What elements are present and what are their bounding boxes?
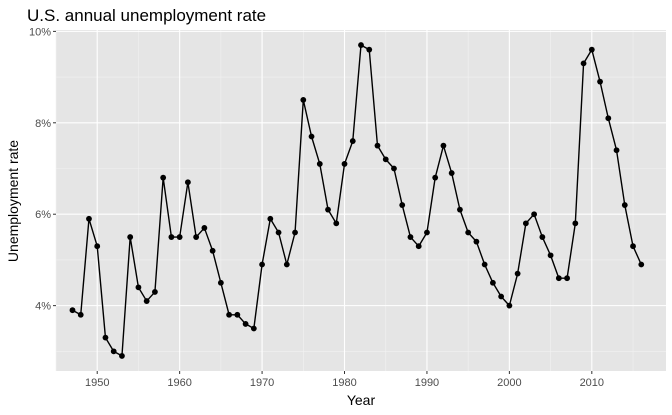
data-point bbox=[366, 46, 373, 53]
data-point bbox=[432, 174, 439, 181]
data-point bbox=[564, 275, 570, 282]
data-point bbox=[110, 348, 117, 355]
data-point bbox=[547, 252, 554, 259]
data-points bbox=[69, 42, 645, 359]
x-axis-title: Year bbox=[347, 392, 376, 408]
data-point bbox=[448, 170, 455, 176]
data-point bbox=[316, 161, 323, 167]
data-point bbox=[489, 279, 496, 286]
data-point bbox=[184, 179, 191, 186]
chart-title: U.S. annual unemployment rate bbox=[27, 6, 266, 25]
data-point bbox=[506, 302, 513, 309]
data-point bbox=[539, 234, 546, 240]
data-point bbox=[374, 142, 381, 149]
data-point bbox=[119, 353, 125, 359]
series-layer bbox=[72, 44, 642, 357]
data-point bbox=[283, 261, 290, 268]
data-point bbox=[613, 147, 620, 154]
data-point bbox=[217, 279, 224, 286]
data-point bbox=[621, 202, 628, 208]
y-axis-ticks: 4% 6% 8% 10% bbox=[29, 26, 56, 313]
data-point bbox=[407, 234, 414, 240]
data-point bbox=[465, 229, 472, 236]
data-point bbox=[572, 220, 579, 227]
x-tick-label: 1960 bbox=[167, 377, 191, 389]
data-point bbox=[358, 42, 364, 48]
data-point bbox=[531, 211, 538, 218]
data-point bbox=[481, 261, 488, 268]
y-tick-label: 10% bbox=[29, 26, 51, 38]
data-point bbox=[399, 202, 406, 208]
data-point bbox=[234, 311, 241, 318]
x-tick-label: 1990 bbox=[415, 377, 439, 389]
x-axis-ticks: 1950 1960 1970 1980 1990 2000 2010 bbox=[85, 371, 604, 389]
x-tick-label: 1970 bbox=[250, 377, 274, 389]
data-point bbox=[300, 97, 307, 103]
data-point bbox=[86, 215, 92, 222]
data-point bbox=[292, 229, 298, 236]
data-point bbox=[473, 238, 480, 245]
data-point bbox=[382, 156, 389, 163]
data-point bbox=[77, 311, 84, 318]
major-gridlines bbox=[56, 30, 666, 371]
data-point bbox=[250, 325, 257, 332]
data-point bbox=[69, 307, 76, 314]
data-point bbox=[102, 334, 109, 341]
data-point bbox=[391, 165, 397, 172]
data-point bbox=[588, 46, 595, 53]
data-point bbox=[522, 220, 529, 227]
y-tick-label: 4% bbox=[35, 301, 51, 313]
data-point bbox=[415, 243, 422, 250]
data-point bbox=[242, 321, 249, 327]
data-point bbox=[555, 275, 562, 282]
data-point bbox=[597, 78, 603, 85]
data-point bbox=[176, 234, 183, 240]
data-point bbox=[127, 234, 134, 240]
data-point bbox=[193, 234, 200, 240]
x-tick-label: 2000 bbox=[497, 377, 521, 389]
data-point bbox=[94, 243, 101, 250]
data-point bbox=[143, 298, 150, 304]
data-point bbox=[638, 261, 645, 268]
data-point bbox=[308, 133, 315, 140]
x-tick-label: 2010 bbox=[580, 377, 604, 389]
y-tick-label: 6% bbox=[35, 209, 51, 221]
data-point bbox=[160, 174, 167, 181]
data-point bbox=[325, 206, 331, 213]
minor-gridlines bbox=[55, 30, 666, 371]
data-point bbox=[168, 234, 175, 240]
data-point bbox=[349, 138, 356, 144]
y-axis-title: Unemployment rate bbox=[5, 140, 21, 262]
data-point bbox=[498, 293, 505, 300]
data-point bbox=[267, 215, 274, 222]
y-tick-label: 8% bbox=[35, 118, 51, 130]
data-point bbox=[580, 60, 587, 67]
data-point bbox=[630, 243, 636, 250]
data-point bbox=[457, 206, 463, 213]
data-point bbox=[440, 142, 447, 149]
data-point bbox=[209, 247, 216, 254]
data-point bbox=[341, 161, 348, 167]
data-point bbox=[201, 225, 208, 231]
x-tick-label: 1950 bbox=[85, 377, 109, 389]
data-point bbox=[275, 229, 282, 236]
plot-panel bbox=[56, 30, 666, 371]
x-tick-label: 1980 bbox=[332, 377, 356, 389]
data-point bbox=[514, 270, 521, 277]
series-line bbox=[72, 44, 642, 357]
data-point bbox=[424, 229, 430, 236]
data-point bbox=[152, 289, 158, 295]
data-point bbox=[333, 220, 340, 227]
data-point bbox=[135, 284, 142, 291]
data-point bbox=[259, 261, 265, 268]
data-point bbox=[605, 115, 612, 122]
data-point bbox=[226, 311, 233, 318]
